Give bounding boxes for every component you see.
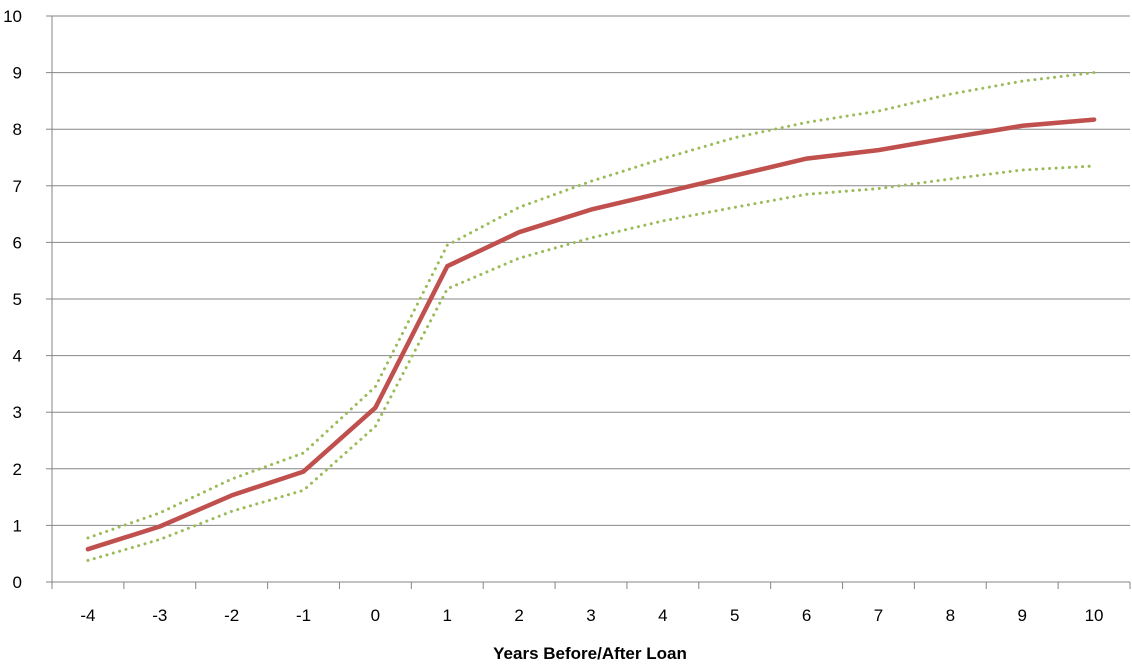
y-tick-label: 7 <box>13 177 22 196</box>
y-tick-label: 9 <box>13 64 22 83</box>
x-tick-label: 3 <box>586 606 595 625</box>
x-tick-label: 4 <box>658 606 667 625</box>
y-tick-label: 6 <box>13 233 22 252</box>
y-tick-label: 2 <box>13 460 22 479</box>
x-tick-label: 5 <box>730 606 739 625</box>
y-tick-label: 4 <box>13 347 22 366</box>
x-tick-label: 0 <box>371 606 380 625</box>
y-tick-label: 1 <box>13 516 22 535</box>
x-axis-title: Years Before/After Loan <box>493 644 687 663</box>
y-tick-label: 3 <box>13 403 22 422</box>
x-tick-label: -3 <box>152 606 167 625</box>
y-tick-label: 8 <box>13 120 22 139</box>
y-tick-label: 5 <box>13 290 22 309</box>
y-tick-label: 10 <box>3 7 22 26</box>
x-tick-label: 7 <box>874 606 883 625</box>
x-tick-label: 1 <box>443 606 452 625</box>
x-tick-label: 9 <box>1017 606 1026 625</box>
lower-bound-line <box>86 164 1096 562</box>
series-lines <box>85 71 1097 562</box>
x-tick-label: -1 <box>296 606 311 625</box>
axes <box>46 15 1131 589</box>
upper-bound-line <box>86 71 1096 540</box>
tick-labels: 0 1 2 3 4 5 6 7 8 9 10 -4 -3 -2 -1 0 1 2 3 4 5 6 7 8 9 10 <box>3 7 1103 625</box>
x-tick-label: -4 <box>80 606 95 625</box>
gridlines <box>52 15 1130 526</box>
y-tick-label: 0 <box>13 573 22 592</box>
x-tick-label: 10 <box>1085 606 1104 625</box>
x-tick-label: 6 <box>802 606 811 625</box>
main-series-line <box>85 117 1097 552</box>
x-tick-label: 2 <box>514 606 523 625</box>
x-tick-label: -2 <box>224 606 239 625</box>
x-tick-label: 8 <box>946 606 955 625</box>
